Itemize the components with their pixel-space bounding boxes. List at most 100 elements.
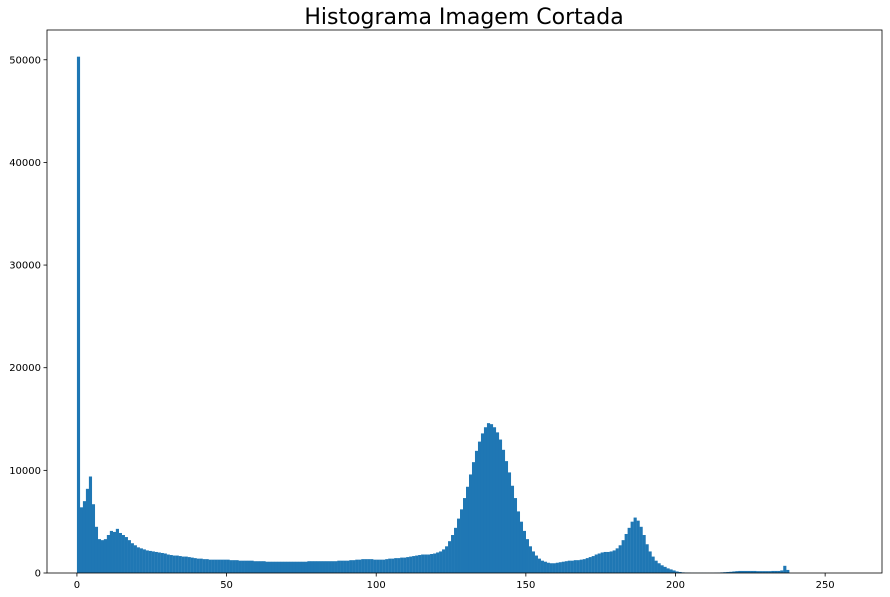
histogram-bar — [480, 433, 485, 573]
histogram-bar — [783, 565, 787, 573]
y-tick-label: 30000 — [9, 261, 41, 272]
histogram-bar — [238, 560, 242, 573]
x-tick-label: 50 — [220, 580, 233, 591]
histogram-bar — [501, 449, 506, 573]
histogram-bar — [445, 546, 449, 573]
histogram-bar — [636, 520, 640, 573]
histogram-bar — [741, 570, 745, 573]
histogram-bar — [466, 486, 470, 573]
histogram-bar — [672, 570, 676, 573]
histogram-bar — [346, 560, 350, 573]
histogram-bar — [223, 559, 227, 573]
histogram-bar — [412, 556, 416, 573]
histogram-bar — [169, 555, 173, 573]
y-tick-label: 40000 — [9, 158, 41, 169]
histogram-bar — [457, 518, 461, 573]
histogram-bar — [738, 570, 742, 573]
histogram-bar — [304, 561, 308, 573]
histogram-bar — [196, 558, 200, 573]
histogram-bar — [618, 545, 622, 573]
histogram-bar — [612, 550, 616, 573]
histogram-bar — [358, 559, 362, 573]
histogram-bar — [516, 511, 521, 573]
histogram-bar — [600, 552, 604, 573]
histogram-bar — [277, 561, 281, 573]
histogram-bar — [594, 554, 598, 573]
histogram-bar — [145, 550, 149, 573]
histogram-bar — [151, 551, 155, 573]
histogram-bar — [214, 559, 218, 573]
histogram-bar — [319, 561, 323, 573]
histogram-bar — [289, 561, 293, 573]
histogram-bar — [271, 561, 275, 573]
histogram-bar — [178, 556, 182, 573]
histogram-bar — [603, 551, 607, 573]
histogram-bar — [570, 560, 574, 573]
histogram-bar — [310, 561, 314, 573]
histogram-bar — [103, 539, 107, 573]
histogram-bar — [226, 559, 230, 573]
histogram-bar — [391, 558, 395, 573]
histogram-bar — [184, 556, 188, 573]
histogram-bar — [94, 526, 99, 573]
histogram-bar — [100, 540, 105, 573]
histogram-bar — [337, 560, 341, 573]
histogram-bar — [388, 558, 392, 573]
histogram-bar — [433, 553, 437, 573]
histogram-bar — [726, 571, 730, 573]
histogram-bar — [340, 560, 344, 573]
histogram-bar — [202, 559, 206, 573]
histogram-bar — [190, 557, 194, 573]
histogram-bar — [436, 552, 440, 573]
histogram-bar — [675, 571, 679, 573]
histogram-bar — [118, 532, 122, 573]
histogram-bar — [124, 537, 128, 573]
histogram-bar — [127, 540, 131, 573]
histogram-bar — [442, 549, 446, 573]
histogram-bar — [522, 530, 526, 573]
histogram-bar — [627, 527, 631, 573]
histogram-bar — [777, 570, 781, 573]
histogram-bar — [651, 556, 655, 573]
histogram-bar — [495, 432, 500, 573]
histogram-bar — [313, 561, 317, 573]
histogram-bar — [543, 561, 547, 573]
histogram-bar — [762, 571, 766, 573]
histogram-bar — [181, 556, 185, 573]
x-tick-label: 100 — [367, 580, 386, 591]
histogram-bars — [76, 56, 790, 573]
histogram-bar — [157, 552, 161, 573]
x-tick-label: 250 — [816, 580, 835, 591]
histogram-bar — [328, 561, 332, 573]
histogram-bar — [439, 551, 443, 573]
histogram-bar — [555, 562, 559, 573]
histogram-bar — [247, 560, 251, 573]
histogram-bar — [382, 559, 386, 573]
histogram-bar — [471, 462, 476, 573]
histogram-bar — [463, 498, 467, 573]
histogram-bar — [624, 533, 628, 573]
histogram-bar — [130, 543, 134, 573]
histogram-bar — [567, 560, 571, 573]
histogram-bar — [579, 559, 583, 573]
histogram-bar — [639, 526, 643, 573]
chart-title: Histograma Imagem Cortada — [304, 5, 623, 30]
histogram-bar — [648, 551, 652, 573]
histogram-bar — [588, 557, 592, 573]
histogram-bar — [468, 474, 473, 573]
histogram-bar — [621, 540, 625, 573]
y-tick-label: 10000 — [9, 466, 41, 477]
histogram-bar — [106, 535, 110, 573]
histogram-bar — [606, 551, 610, 573]
histogram-bar — [448, 541, 452, 573]
histogram-bar — [576, 560, 580, 573]
histogram-bar — [460, 509, 464, 573]
histogram-bar — [133, 545, 137, 573]
histogram-bar — [537, 558, 541, 573]
histogram-bar — [780, 570, 784, 573]
histogram-bar — [262, 561, 266, 573]
histogram-bar — [163, 553, 167, 573]
histogram-bar — [250, 560, 254, 573]
histogram-bar — [154, 551, 158, 573]
histogram-bar — [322, 561, 326, 573]
